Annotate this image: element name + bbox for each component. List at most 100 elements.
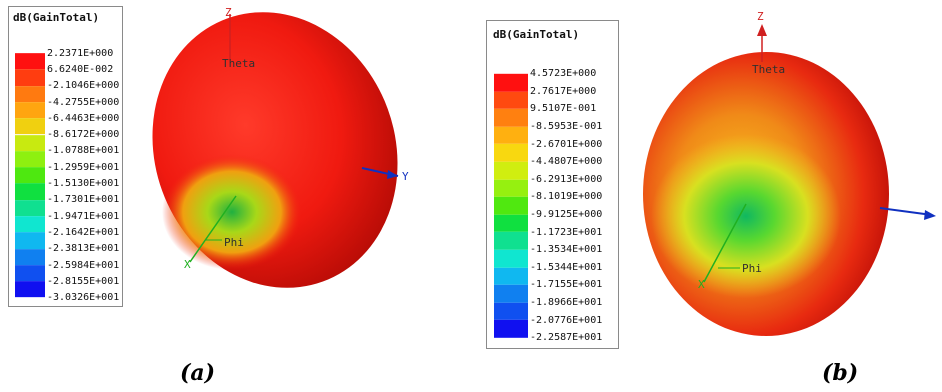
legend-color-swatch (494, 126, 528, 145)
x-axis-label-b: X (698, 278, 705, 291)
z-axis-arrow-b (757, 24, 767, 36)
legend-row: -2.3813E+001 (15, 241, 120, 266)
legend-color-swatch (15, 216, 45, 233)
legend-color-swatch (15, 167, 45, 184)
legend-value: -2.2587E+001 (530, 332, 603, 344)
legend-value: -1.1723E+001 (530, 226, 603, 238)
legend-color-swatch (494, 108, 528, 127)
legend-value: -6.2913E+000 (530, 173, 603, 185)
theta-label-b: Theta (752, 63, 785, 76)
legend-row: -1.8966E+001 (494, 294, 603, 321)
legend-color-swatch (15, 232, 45, 249)
theta-label-a: Theta (222, 57, 255, 70)
legend-row: -8.5953E-001 (494, 118, 603, 145)
legend-row: 2.7617E+000 (494, 83, 596, 109)
legend-color-swatch (494, 267, 528, 285)
legend-color-swatch (494, 302, 528, 321)
legend-color-swatch (15, 118, 45, 135)
legend-row: 2.2371E+000 (15, 45, 114, 70)
legend-value: -2.0776E+001 (530, 314, 603, 326)
x-axis-label-a: X (184, 258, 191, 271)
legend-row: -3.0326E+001 (15, 290, 119, 306)
legend-value: -8.5953E-001 (530, 121, 603, 133)
legend-value: -3.0326E+001 (47, 292, 120, 304)
legend-value: -1.3534E+001 (530, 244, 603, 256)
legend-value: -2.1642E+001 (47, 226, 120, 238)
legend-color-swatch (15, 85, 45, 103)
legend-row: -1.0788E+001 (15, 143, 120, 168)
legend-color-swatch (494, 196, 528, 215)
legend-value: -1.9471E+001 (47, 210, 120, 222)
legend-color-swatch (15, 248, 45, 266)
legend-row: -2.2587E+001 (494, 329, 602, 347)
y-axis-arrow-b (924, 210, 936, 220)
phi-label-a: Phi (224, 236, 244, 249)
legend-row: -2.6701E+000 (494, 135, 603, 162)
legend-color-swatch (494, 214, 528, 233)
legend-row: -2.1642E+001 (15, 224, 120, 249)
x-axis-line-a (189, 195, 237, 263)
legend-row: 6.6240E-002 (15, 61, 113, 86)
z-axis-label-a: Z (225, 6, 232, 19)
y-axis-line-b (879, 207, 933, 216)
legend-value: -1.8966E+001 (530, 297, 603, 309)
legend-color-swatch (15, 281, 45, 298)
legend-color-swatch (494, 144, 528, 162)
legend-color-swatch (494, 320, 528, 338)
z-axis-label-b: Z (757, 10, 764, 23)
legend-title-a: dB(GainTotal) (13, 11, 100, 24)
legend-color-swatch (15, 265, 45, 282)
legend-row: -1.5130E+001 (15, 175, 119, 200)
legend-title-b: dB(GainTotal) (493, 28, 580, 41)
legend-value: -6.4463E+000 (47, 112, 120, 124)
legend-value: 4.5723E+000 (530, 68, 597, 80)
legend-row: -4.4807E+000 (494, 153, 602, 180)
radiation-pattern-panel-a: Z Theta Y X Phi dB(GainTotal) 2.2371E+00… (0, 0, 460, 392)
legend-value: -1.7301E+001 (47, 194, 120, 206)
legend-value: -1.5344E+001 (530, 261, 603, 273)
legend-color-swatch (494, 232, 528, 250)
legend-value: -8.6172E+000 (47, 129, 120, 141)
legend-row: -1.9471E+001 (15, 208, 120, 233)
legend-color-swatch (494, 161, 528, 180)
legend-color-swatch (15, 53, 45, 70)
legend-value: -2.5984E+001 (47, 259, 120, 271)
legend-value: -8.1019E+000 (530, 191, 603, 203)
legend-value: 2.2371E+000 (47, 47, 114, 59)
legend-row: 4.5723E+000 (494, 65, 597, 92)
legend-value: -2.3813E+001 (47, 243, 120, 255)
legend-row: -2.1046E+000 (15, 78, 120, 103)
legend-row: -1.2959E+001 (15, 159, 119, 184)
legend-row: -8.1019E+000 (494, 188, 603, 215)
legend-color-swatch (494, 73, 528, 92)
legend-row: -6.4463E+000 (15, 110, 120, 135)
legend-value: -2.8155E+001 (47, 275, 120, 287)
legend-color-swatch (494, 91, 528, 109)
legend-row: -2.0776E+001 (494, 311, 603, 338)
legend-row: -6.2913E+000 (494, 171, 603, 197)
legend-row: -2.8155E+001 (15, 273, 120, 298)
legend-value: -2.1046E+000 (47, 80, 120, 92)
legend-row: -1.1723E+001 (494, 223, 603, 250)
gain-pattern-surface-a (152, 12, 398, 288)
legend-value: -9.9125E+000 (530, 209, 603, 221)
gain-null-region-b (651, 134, 841, 298)
legend-row: -8.6172E+000 (15, 127, 120, 151)
legend-row: -1.7155E+001 (494, 276, 603, 303)
legend-color-swatch (494, 179, 528, 197)
pattern-3d-view-a: Z Theta Y X Phi (152, 6, 409, 288)
legend-color-swatch (15, 150, 45, 168)
radiation-pattern-panel-b: Z Theta X Phi dB(GainTotal) 4.5723E+000 2… (470, 0, 942, 392)
legend-row: -1.7301E+001 (15, 192, 120, 217)
legend-row: -4.2755E+000 (15, 94, 120, 119)
legend-color-swatch (494, 284, 528, 303)
pattern-3d-view-b: Z Theta X Phi (643, 10, 936, 336)
y-axis-label-a: Y (402, 170, 409, 183)
legend-color-swatch (15, 183, 45, 200)
legend-value: -1.0788E+001 (47, 145, 120, 157)
legend-color-swatch (494, 249, 528, 268)
legend-value: -2.6701E+000 (530, 138, 603, 150)
legend-value: 9.5107E-001 (530, 103, 597, 115)
legend-value: -1.7155E+001 (530, 279, 603, 291)
legend-value: -4.2755E+000 (47, 96, 120, 108)
